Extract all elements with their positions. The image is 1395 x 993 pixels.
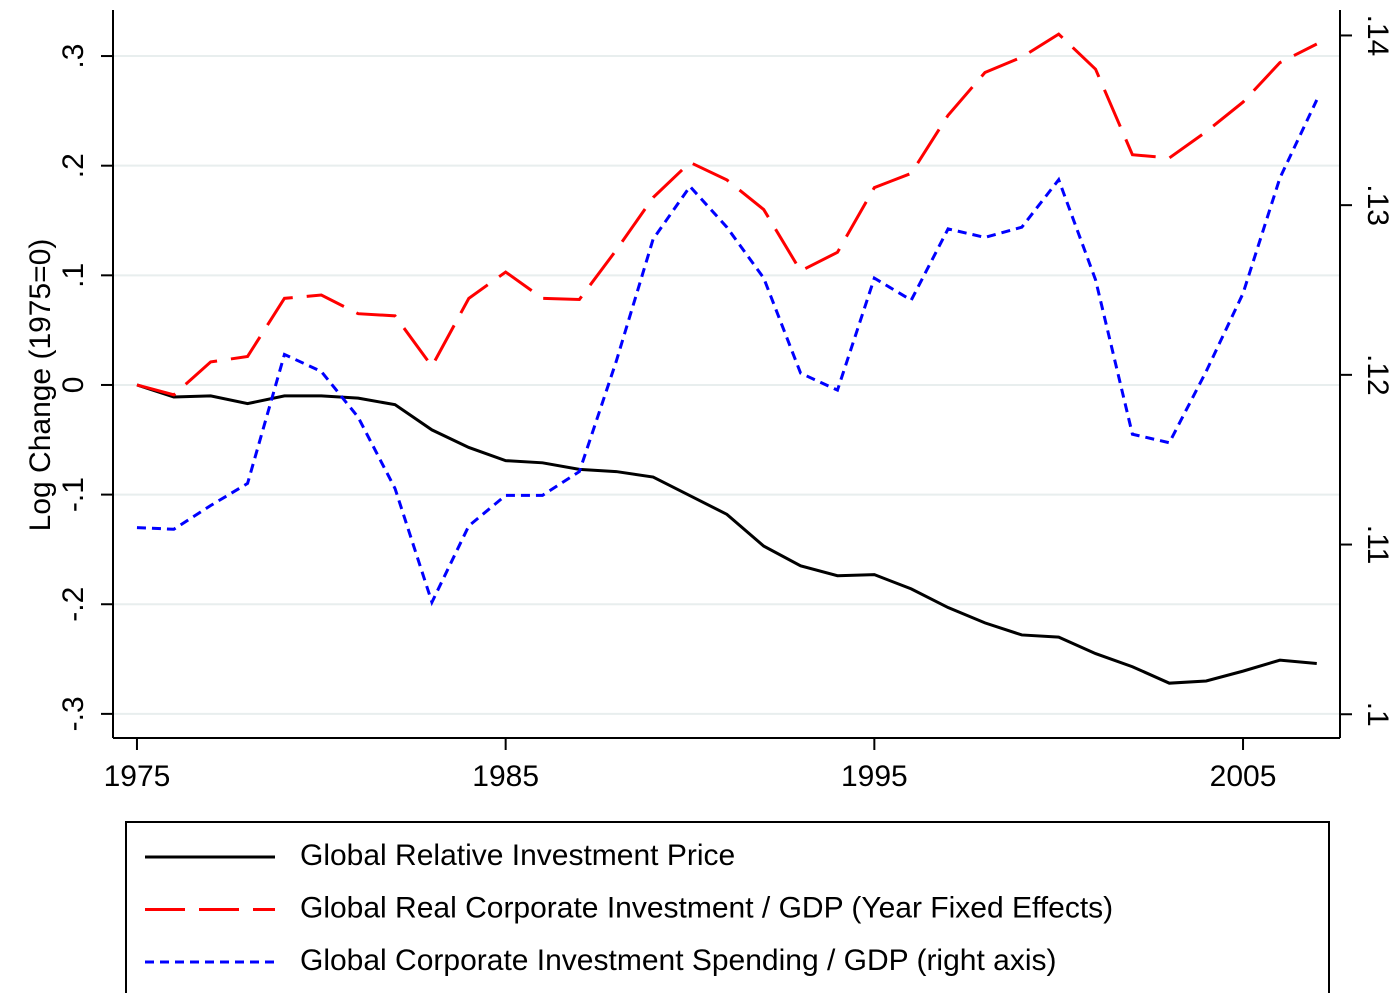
y-tick-label: -.1 bbox=[57, 477, 90, 512]
y-tick-label: -.2 bbox=[57, 587, 90, 622]
y-tick-label: 0 bbox=[57, 377, 90, 394]
series-line bbox=[136, 383, 1317, 685]
x-tick-label: 1995 bbox=[841, 760, 908, 793]
legend-label: Global Relative Investment Price bbox=[300, 839, 735, 872]
series-line bbox=[136, 32, 1318, 397]
y2-tick-label: .1 bbox=[1361, 702, 1394, 727]
series-line bbox=[136, 99, 1319, 607]
y-tick-label: .1 bbox=[57, 263, 90, 288]
y-tick-label: .2 bbox=[57, 153, 90, 178]
y2-tick-label: .14 bbox=[1361, 15, 1394, 57]
x-tick-label: 1975 bbox=[104, 760, 171, 793]
legend-box bbox=[125, 821, 1330, 993]
y-tick-label: -.3 bbox=[57, 696, 90, 731]
x-tick-label: 1985 bbox=[472, 760, 539, 793]
y-tick-label: .3 bbox=[57, 44, 90, 69]
y2-tick-label: .11 bbox=[1361, 525, 1394, 564]
legend-label: Global Corporate Investment Spending / G… bbox=[300, 944, 1056, 977]
x-tick-label: 2005 bbox=[1210, 760, 1277, 793]
y2-tick-label: .13 bbox=[1361, 184, 1394, 226]
y-axis-label: Log Change (1975=0) bbox=[24, 239, 57, 532]
legend-label: Global Real Corporate Investment / GDP (… bbox=[300, 891, 1113, 924]
y2-tick-label: .12 bbox=[1361, 354, 1394, 396]
